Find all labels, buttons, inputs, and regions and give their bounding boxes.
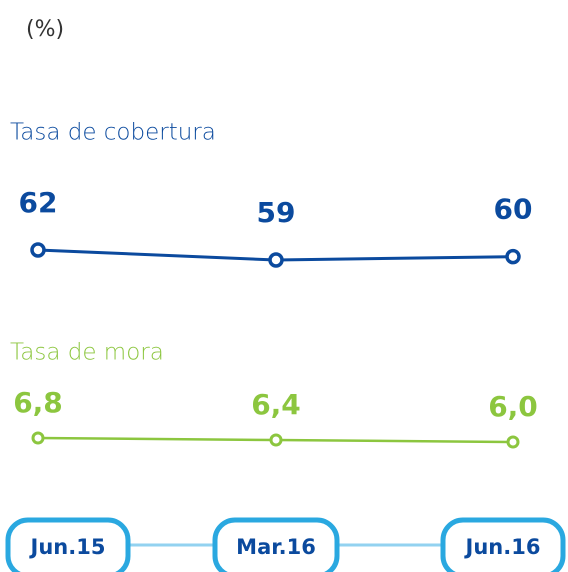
point — [31, 431, 45, 445]
data-label: 59 — [257, 196, 296, 229]
category-pill — [5, 517, 131, 572]
series-name: Tasa de cobertura — [10, 120, 216, 146]
point — [506, 435, 520, 449]
category-label: Jun.15 — [29, 535, 106, 559]
category-pill — [212, 517, 340, 572]
data-label: 60 — [494, 193, 533, 226]
unit-label: (%) — [26, 17, 64, 42]
data-label: 62 — [19, 186, 58, 219]
point — [268, 252, 284, 268]
data-label: 6,4 — [251, 388, 301, 421]
category-label: Jun.16 — [464, 535, 541, 559]
point — [269, 433, 283, 447]
data-label: 6,0 — [488, 390, 538, 423]
category-label: Mar.16 — [236, 535, 316, 559]
category-pill — [440, 517, 566, 572]
series-name: Tasa de mora — [10, 340, 164, 366]
point — [505, 248, 521, 265]
data-label: 6,8 — [13, 386, 63, 419]
point — [30, 242, 46, 258]
